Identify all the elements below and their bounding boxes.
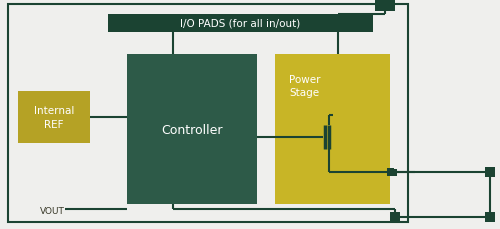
Bar bbox=[485, 212, 495, 222]
Bar bbox=[108, 15, 373, 33]
Text: Power
Stage: Power Stage bbox=[289, 75, 320, 98]
Bar bbox=[275, 55, 390, 204]
Text: VOUT: VOUT bbox=[40, 207, 65, 215]
Bar bbox=[485, 167, 495, 177]
Text: Controller: Controller bbox=[162, 123, 223, 136]
Bar bbox=[390, 212, 400, 222]
Text: Internal
REF: Internal REF bbox=[34, 106, 74, 129]
Bar bbox=[387, 168, 394, 176]
Text: I/O PADS (for all in/out): I/O PADS (for all in/out) bbox=[180, 19, 300, 29]
Bar bbox=[375, 0, 395, 12]
Bar bbox=[127, 55, 257, 204]
Bar bbox=[8, 5, 408, 222]
Bar bbox=[18, 92, 90, 143]
Bar bbox=[390, 169, 397, 176]
